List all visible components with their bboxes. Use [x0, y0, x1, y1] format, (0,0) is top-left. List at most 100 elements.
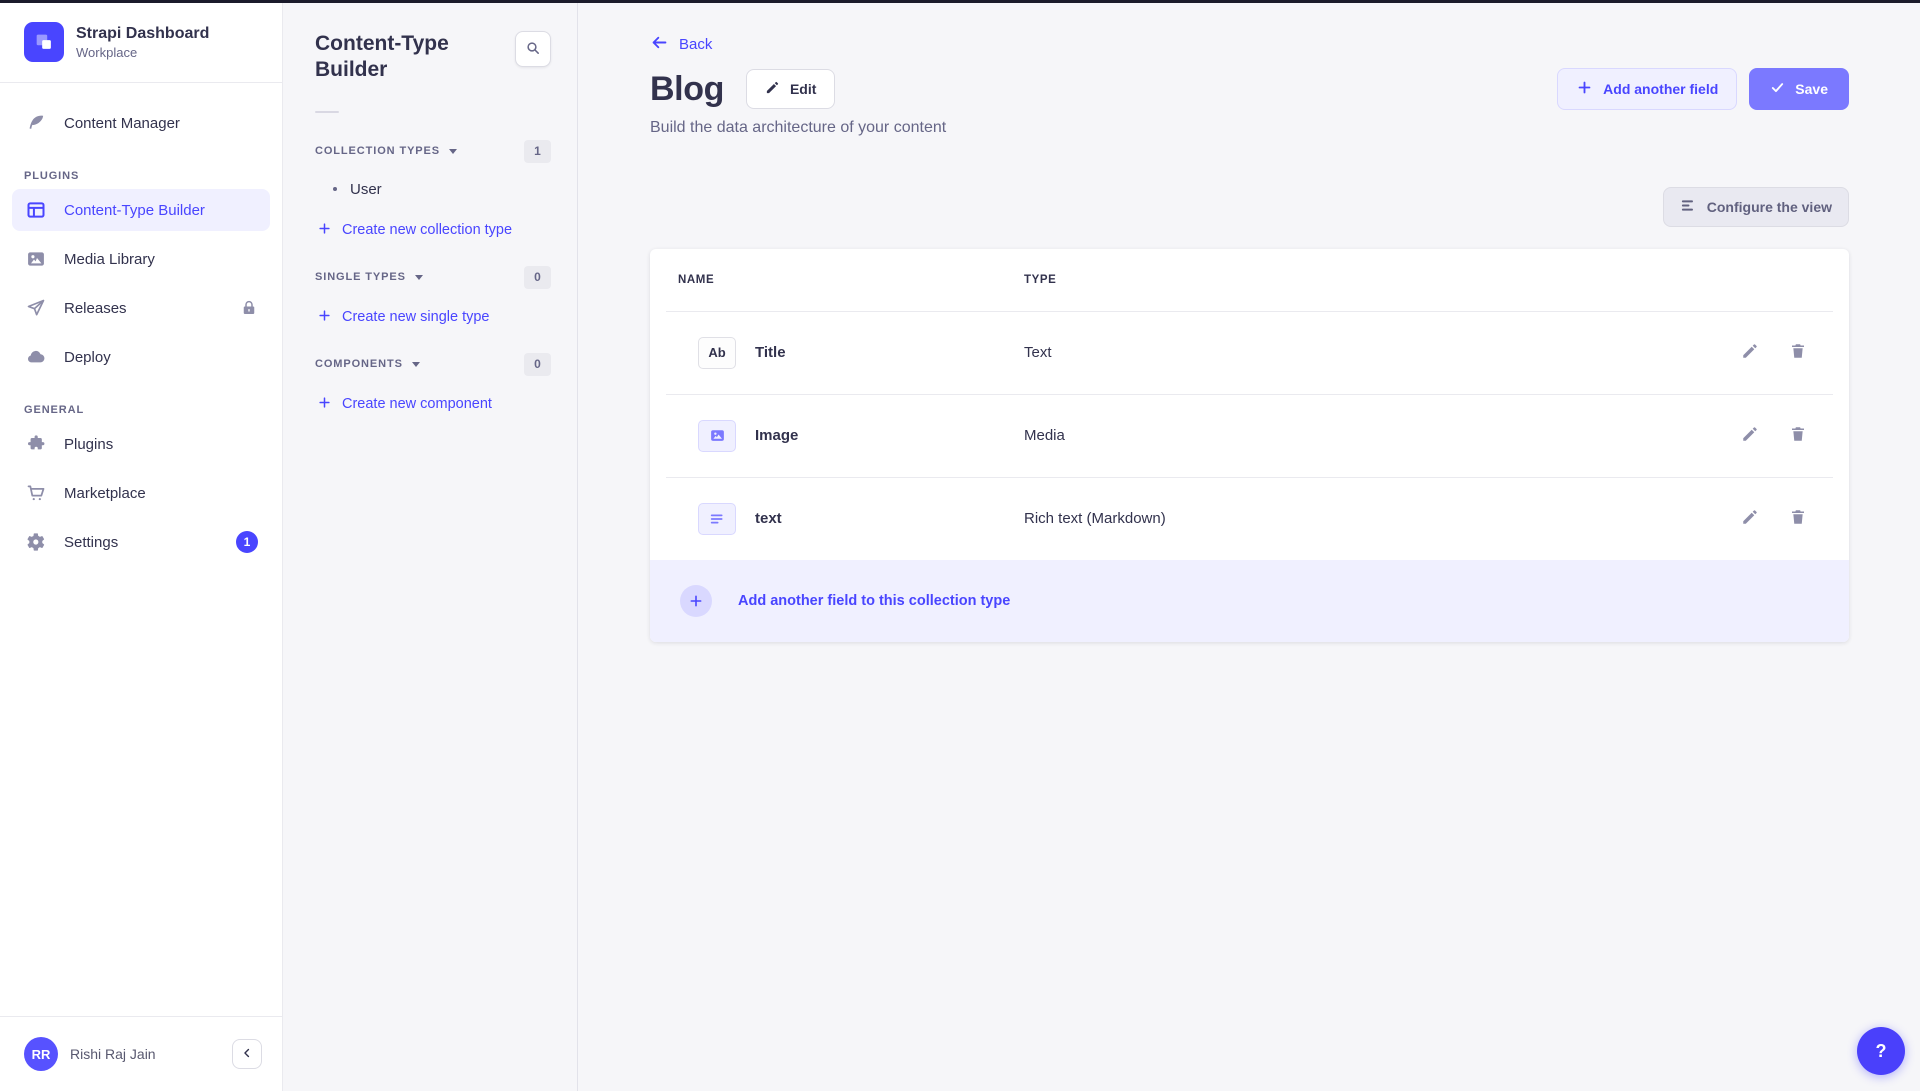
help-icon: ? [1875, 1040, 1887, 1061]
sidebar-item-label: Marketplace [64, 484, 146, 502]
create-new-collection-type-label: Create new collection type [342, 222, 513, 238]
workspace-brand[interactable]: Strapi Dashboard Workplace [0, 0, 282, 82]
back-link[interactable]: Back [650, 33, 712, 56]
create-new-component-label: Create new component [342, 396, 492, 412]
strapi-logo-icon [24, 22, 64, 62]
page-subtitle: Build the data architecture of your cont… [650, 119, 947, 136]
main-sidebar: Strapi Dashboard Workplace Content Manag… [0, 0, 283, 1091]
sidebar-item-marketplace[interactable]: Marketplace [12, 472, 270, 514]
sidebar-divider [0, 82, 282, 83]
trash-icon [1789, 508, 1807, 529]
edit-field-button[interactable] [1739, 342, 1761, 364]
back-arrow-icon [650, 33, 669, 56]
sidebar-item-label: Plugins [64, 435, 114, 453]
field-type: Media [1024, 427, 1065, 444]
type-column-header: TYPE [1024, 274, 1057, 286]
table-row: Ab Title Text [650, 311, 1849, 394]
collection-type-item-user[interactable]: User [283, 171, 577, 210]
configure-the-view-button[interactable]: Configure the view [1662, 187, 1849, 227]
create-new-single-type-label: Create new single type [342, 309, 490, 325]
sidebar-item-label: Deploy [64, 348, 111, 366]
add-field-to-collection-label: Add another field to this collection typ… [738, 593, 1011, 609]
create-new-component-link[interactable]: Create new component [283, 384, 518, 427]
feather-icon [24, 113, 48, 133]
collapse-sidebar-button[interactable] [232, 1039, 262, 1069]
puzzle-icon [24, 434, 48, 454]
chevron-down-icon [449, 149, 458, 154]
settings-notification-badge: 1 [236, 531, 258, 553]
edit-label: Edit [789, 81, 817, 97]
sidebar-item-label: Content-Type Builder [64, 201, 205, 219]
richtext-field-icon [698, 502, 736, 535]
delete-field-button[interactable] [1787, 342, 1809, 364]
image-icon [24, 249, 48, 269]
field-name: text [755, 510, 782, 527]
sidebar-section-general: GENERAL [24, 404, 85, 416]
search-button[interactable] [515, 31, 551, 67]
sidebar-item-deploy[interactable]: Deploy [12, 336, 270, 378]
collection-types-label: COLLECTION TYPES [315, 145, 441, 157]
field-type: Text [1024, 344, 1052, 361]
single-types-count-badge: 0 [524, 265, 551, 289]
text-field-icon: Ab [698, 336, 736, 369]
save-label: Save [1795, 81, 1828, 97]
single-types-label: SINGLE TYPES [315, 271, 406, 283]
subnav-title: Content-Type Builder [315, 32, 449, 82]
edit-field-button[interactable] [1739, 425, 1761, 447]
delete-field-button[interactable] [1787, 508, 1809, 530]
configure-icon [1680, 197, 1697, 217]
sidebar-section-plugins: PLUGINS [24, 170, 80, 182]
field-name: Title [755, 344, 786, 361]
add-another-field-button[interactable]: Add another field [1557, 68, 1738, 110]
cloud-icon [24, 347, 48, 367]
sidebar-item-content-manager[interactable]: Content Manager [12, 102, 270, 144]
save-button[interactable]: Save [1749, 68, 1849, 110]
edit-field-button[interactable] [1739, 508, 1761, 530]
workspace-title: Strapi Dashboard [76, 24, 210, 42]
subnav-divider [315, 110, 339, 113]
sidebar-item-releases[interactable]: Releases [12, 287, 270, 329]
sidebar-nav: Content Manager PLUGINS Content-Type Bui… [0, 83, 282, 1016]
collection-types-section-header[interactable]: COLLECTION TYPES 1 [283, 127, 577, 171]
grid-icon [24, 200, 48, 220]
field-name: Image [755, 427, 799, 444]
gear-icon [24, 532, 48, 552]
add-field-to-collection-row[interactable]: Add another field to this collection typ… [650, 560, 1849, 642]
workspace-subtitle: Workplace [76, 45, 138, 61]
plus-icon [1576, 79, 1593, 99]
search-icon [525, 40, 541, 59]
window-top-edge [0, 0, 1920, 3]
sidebar-item-settings[interactable]: Settings 1 [12, 521, 270, 563]
bullet-icon [333, 187, 337, 191]
sidebar-item-content-type-builder[interactable]: Content-Type Builder [12, 189, 270, 231]
components-section-header[interactable]: COMPONENTS 0 [283, 340, 577, 384]
check-icon [1770, 80, 1785, 98]
trash-icon [1789, 342, 1807, 363]
sidebar-item-media-library[interactable]: Media Library [12, 238, 270, 280]
chevron-down-icon [414, 275, 423, 280]
fields-table: NAME TYPE Ab Title Text [650, 249, 1849, 642]
help-button[interactable]: ? [1857, 1027, 1905, 1075]
avatar[interactable]: RR [24, 1037, 58, 1071]
cart-icon [24, 483, 48, 503]
back-label: Back [679, 36, 713, 53]
delete-field-button[interactable] [1787, 425, 1809, 447]
pencil-icon [1741, 342, 1759, 363]
sidebar-item-label: Settings [64, 533, 119, 551]
collection-types-count-badge: 1 [524, 139, 551, 163]
sidebar-item-label: Content Manager [64, 114, 180, 132]
table-row: Image Media [650, 394, 1849, 477]
fields-table-header: NAME TYPE [650, 249, 1849, 311]
plus-icon [317, 395, 332, 414]
trash-icon [1789, 425, 1807, 446]
sidebar-item-plugins[interactable]: Plugins [12, 423, 270, 465]
create-new-collection-type-link[interactable]: Create new collection type [283, 210, 538, 253]
components-label: COMPONENTS [315, 358, 403, 370]
configure-the-view-label: Configure the view [1706, 199, 1832, 215]
create-new-single-type-link[interactable]: Create new single type [283, 297, 516, 340]
table-row: text Rich text (Markdown) [650, 477, 1849, 560]
paper-plane-icon [24, 298, 48, 318]
single-types-section-header[interactable]: SINGLE TYPES 0 [283, 253, 577, 297]
edit-button[interactable]: Edit [745, 69, 836, 109]
field-type: Rich text (Markdown) [1024, 510, 1166, 527]
